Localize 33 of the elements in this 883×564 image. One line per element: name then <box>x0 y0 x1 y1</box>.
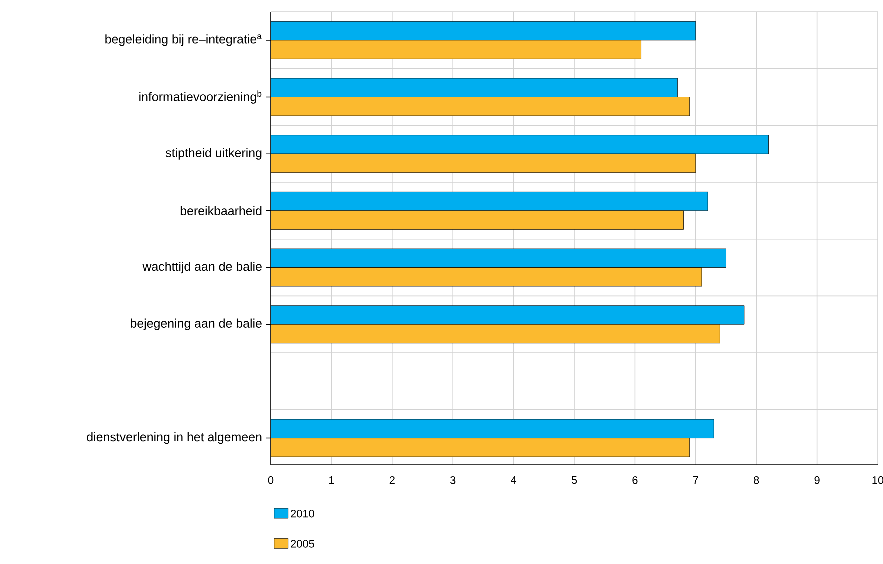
bar <box>271 135 769 154</box>
x-tick-label: 9 <box>814 476 820 484</box>
x-tick-label: 5 <box>572 476 578 484</box>
legend-label: 2005 <box>291 540 314 548</box>
x-tick-label: 0 <box>268 476 274 484</box>
bar <box>271 40 642 60</box>
bar <box>271 324 720 344</box>
y-tick-label: stiptheid uitkering <box>166 148 262 160</box>
bar <box>271 154 696 174</box>
y-tick-label: dienstverlening in het algemeen <box>87 432 262 444</box>
legend-label: 2010 <box>291 510 314 518</box>
bar <box>271 438 690 458</box>
bar <box>271 248 726 268</box>
bar <box>271 306 745 325</box>
x-tick-label: 7 <box>693 476 698 484</box>
bar <box>271 268 702 287</box>
x-tick-label: 6 <box>632 476 638 484</box>
bar <box>271 78 678 98</box>
x-tick-label: 1 <box>329 476 334 484</box>
bar <box>271 210 684 230</box>
x-tick-label: 3 <box>450 476 456 484</box>
y-tick-label: bereikbaarheid <box>180 206 262 216</box>
y-tick-label: wachttijd aan de balie <box>142 262 262 274</box>
x-tick-label: 8 <box>754 476 760 484</box>
y-tick-label: begeleiding bij re–integratie$^{a}$ <box>106 34 262 46</box>
bar <box>271 419 714 438</box>
bar <box>271 21 696 41</box>
y-tick-label: informatievoorziening$^{b}$ <box>140 90 262 104</box>
y-tick-label: bejegening aan de balie <box>131 318 262 330</box>
bar <box>271 97 690 116</box>
x-tick-label: 2 <box>390 476 395 484</box>
bar <box>271 192 708 212</box>
x-tick-label: 4 <box>511 476 517 484</box>
